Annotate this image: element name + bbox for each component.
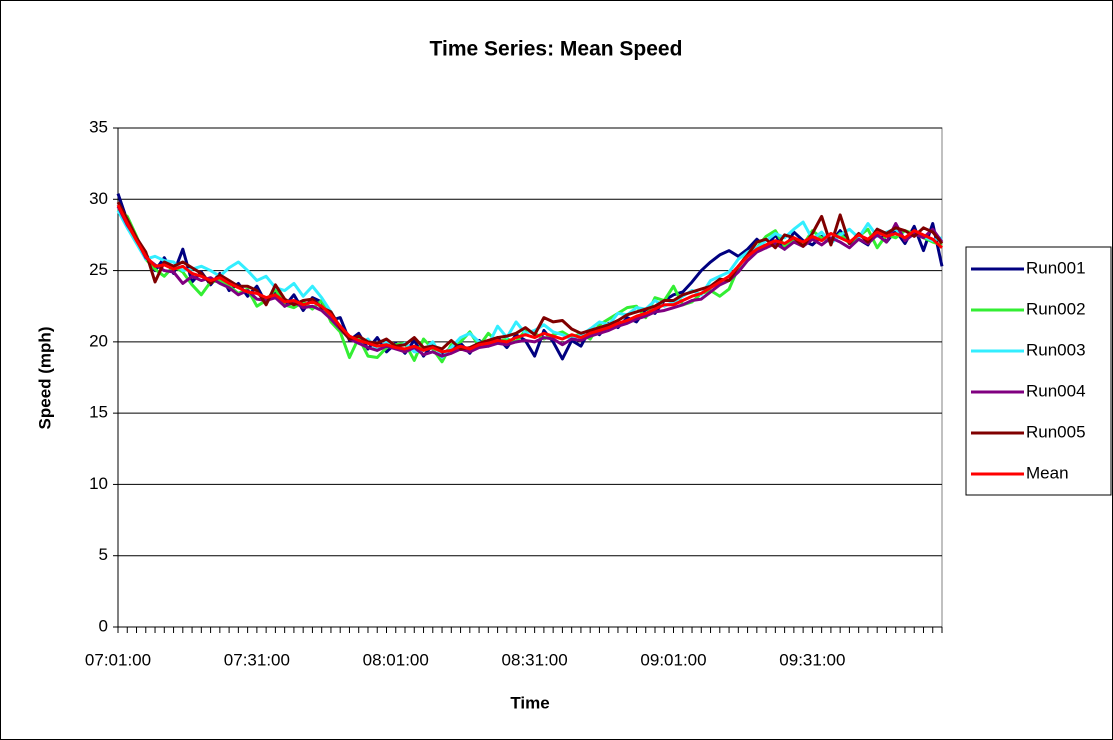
- legend-label: Run004: [1026, 381, 1086, 400]
- y-tick-label: 25: [89, 260, 108, 279]
- x-tick-label: 07:01:00: [85, 650, 151, 669]
- x-tick-label: 07:31:00: [224, 650, 290, 669]
- y-tick-label: 30: [89, 189, 108, 208]
- legend-label: Run005: [1026, 422, 1086, 441]
- legend-label: Mean: [1026, 463, 1069, 482]
- legend-label: Run002: [1026, 299, 1086, 318]
- y-tick-label: 20: [89, 331, 108, 350]
- y-tick-label: 5: [99, 545, 108, 564]
- chart-title: Time Series: Mean Speed: [430, 38, 683, 61]
- x-tick-label: 09:31:00: [779, 650, 845, 669]
- y-tick-label: 35: [89, 117, 108, 136]
- x-tick-label: 08:31:00: [502, 650, 568, 669]
- x-axis-label: Time: [510, 693, 549, 712]
- x-tick-label: 08:01:00: [363, 650, 429, 669]
- legend-label: Run003: [1026, 340, 1086, 359]
- series-line: [116, 201, 944, 351]
- y-tick-label: 15: [89, 403, 108, 422]
- series-line: [116, 204, 944, 354]
- plot-area: [117, 127, 943, 628]
- y-axis-label: Speed (mph): [35, 327, 54, 430]
- y-tick-label: 0: [99, 616, 108, 635]
- legend-label: Run001: [1026, 258, 1086, 277]
- y-tick-label: 10: [89, 474, 108, 493]
- x-tick-label: 09:01:00: [640, 650, 706, 669]
- legend-box: [965, 246, 1112, 496]
